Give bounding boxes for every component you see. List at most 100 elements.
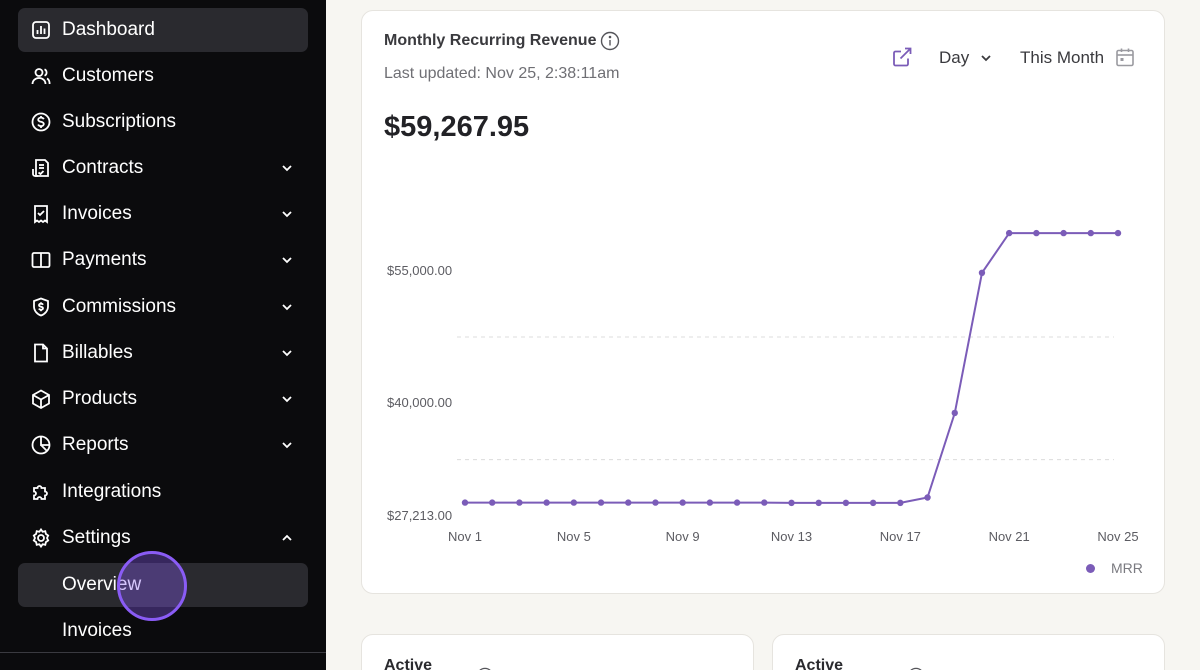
chart-legend: MRR bbox=[1086, 560, 1143, 576]
sidebar-item-label: Customers bbox=[62, 65, 154, 86]
sidebar-subitem-invoices[interactable]: Invoices bbox=[18, 609, 308, 653]
calendar-icon[interactable] bbox=[1114, 46, 1136, 68]
file-icon bbox=[30, 342, 52, 364]
y-axis-ticks: $55,000.00 $40,000.00 $27,213.00 bbox=[387, 263, 452, 523]
x-tick-label: Nov 13 bbox=[771, 529, 812, 544]
info-icon[interactable] bbox=[476, 667, 494, 670]
chevron-up-icon bbox=[280, 531, 294, 545]
card-title: Active bbox=[384, 657, 433, 670]
mrr-line-chart: $55,000.00$40,000.00$27,213.00 Nov 1 Nov … bbox=[387, 229, 1139, 544]
mrr-card: Monthly Recurring Revenue Last updated: … bbox=[361, 10, 1165, 594]
sidebar-item-billables[interactable]: Billables bbox=[18, 331, 308, 375]
sidebar-item-products[interactable]: Products bbox=[18, 377, 308, 421]
data-point[interactable] bbox=[897, 499, 904, 507]
x-tick-label: Nov 17 bbox=[880, 529, 921, 544]
cursor-indicator bbox=[117, 551, 187, 621]
book-icon bbox=[30, 249, 52, 271]
chevron-down-icon bbox=[280, 438, 294, 452]
data-point[interactable] bbox=[761, 499, 768, 506]
sidebar-item-settings[interactable]: Settings bbox=[18, 516, 308, 560]
chevron-down-icon bbox=[280, 300, 294, 314]
sidebar-item-payments[interactable]: Payments bbox=[18, 238, 308, 282]
users-icon bbox=[30, 65, 52, 87]
sidebar-subitem-label: Invoices bbox=[62, 620, 132, 641]
pie-chart-icon bbox=[30, 434, 52, 456]
data-point[interactable] bbox=[1005, 229, 1013, 237]
sidebar-item-commissions[interactable]: Commissions bbox=[18, 285, 308, 329]
data-point[interactable] bbox=[978, 269, 986, 277]
receipt-icon bbox=[30, 203, 52, 225]
card-title: Active bbox=[795, 657, 844, 670]
date-range-select[interactable]: This Month bbox=[1020, 48, 1105, 67]
sidebar-item-reports[interactable]: Reports bbox=[18, 423, 308, 467]
data-point[interactable] bbox=[788, 499, 795, 507]
legend-label: MRR bbox=[1111, 560, 1143, 576]
sidebar-item-label: Reports bbox=[62, 434, 129, 455]
sidebar-item-invoices[interactable]: Invoices bbox=[18, 192, 308, 236]
contract-icon bbox=[30, 157, 52, 179]
sidebar-item-label: Payments bbox=[62, 249, 147, 270]
x-tick-label: Nov 1 bbox=[448, 529, 482, 544]
chevron-down-icon bbox=[280, 392, 294, 406]
granularity-value: Day bbox=[939, 48, 970, 67]
data-point[interactable] bbox=[842, 499, 850, 507]
data-point[interactable] bbox=[815, 499, 822, 507]
dashboard-icon bbox=[30, 19, 52, 41]
data-point[interactable] bbox=[924, 494, 931, 501]
card-title: Monthly Recurring Revenue bbox=[384, 32, 597, 49]
x-tick-label: Nov 5 bbox=[557, 529, 591, 544]
data-point[interactable] bbox=[1033, 229, 1040, 237]
data-point[interactable] bbox=[869, 499, 877, 507]
gear-icon bbox=[30, 527, 52, 549]
data-point[interactable] bbox=[733, 499, 741, 506]
chevron-down-icon bbox=[280, 346, 294, 360]
x-tick-label: Nov 25 bbox=[1097, 529, 1138, 544]
chevron-down-icon bbox=[280, 161, 294, 175]
data-point[interactable] bbox=[706, 499, 714, 506]
active-card-1: Active bbox=[361, 634, 754, 670]
external-link-icon[interactable] bbox=[891, 46, 913, 68]
sidebar-item-contracts[interactable]: Contracts bbox=[18, 146, 308, 190]
sidebar-item-subscriptions[interactable]: Subscriptions bbox=[18, 100, 308, 144]
data-point[interactable] bbox=[597, 499, 605, 506]
series-points-mrr bbox=[461, 229, 1122, 507]
data-point[interactable] bbox=[951, 409, 958, 417]
sidebar-divider bbox=[0, 652, 326, 653]
granularity-select[interactable]: Day bbox=[939, 47, 993, 69]
data-point[interactable] bbox=[516, 499, 523, 506]
x-tick-label: Nov 21 bbox=[989, 529, 1030, 544]
mrr-value: $59,267.95 bbox=[384, 111, 530, 143]
data-point[interactable] bbox=[652, 499, 659, 506]
sidebar-item-label: Dashboard bbox=[62, 19, 155, 40]
sidebar-item-label: Billables bbox=[62, 342, 133, 363]
sidebar-item-integrations[interactable]: Integrations bbox=[18, 470, 308, 514]
sidebar-item-label: Products bbox=[62, 388, 137, 409]
sidebar-item-label: Contracts bbox=[62, 157, 144, 178]
sidebar-item-dashboard[interactable]: Dashboard bbox=[18, 8, 308, 52]
info-icon[interactable] bbox=[600, 31, 620, 51]
data-point[interactable] bbox=[1060, 229, 1067, 237]
data-point[interactable] bbox=[679, 499, 686, 506]
data-point[interactable] bbox=[625, 499, 632, 506]
chevron-down-icon bbox=[979, 51, 993, 65]
sidebar-item-label: Subscriptions bbox=[62, 111, 177, 132]
data-point[interactable] bbox=[1087, 229, 1094, 237]
data-point[interactable] bbox=[1114, 229, 1122, 237]
data-point[interactable] bbox=[570, 499, 578, 506]
series-line-mrr bbox=[465, 232, 1118, 504]
sidebar-item-customers[interactable]: Customers bbox=[18, 54, 308, 98]
box-icon bbox=[30, 388, 52, 410]
sidebar-item-label: Settings bbox=[62, 527, 131, 548]
x-axis-ticks: Nov 1 Nov 5 Nov 9 Nov 13 Nov 17 Nov 21 Nov 25 bbox=[448, 529, 1139, 544]
y-tick-label: $55,000.00 bbox=[387, 263, 452, 278]
data-point[interactable] bbox=[543, 499, 550, 506]
y-tick-label: $40,000.00 bbox=[387, 395, 452, 410]
data-point[interactable] bbox=[461, 499, 469, 506]
dollar-circle-icon bbox=[30, 111, 52, 133]
sidebar-item-label: Commissions bbox=[62, 296, 177, 317]
chart-grid bbox=[457, 336, 1114, 461]
puzzle-icon bbox=[30, 481, 52, 503]
data-point[interactable] bbox=[489, 499, 496, 506]
sidebar-item-label: Integrations bbox=[62, 481, 162, 502]
info-icon[interactable] bbox=[907, 667, 925, 670]
